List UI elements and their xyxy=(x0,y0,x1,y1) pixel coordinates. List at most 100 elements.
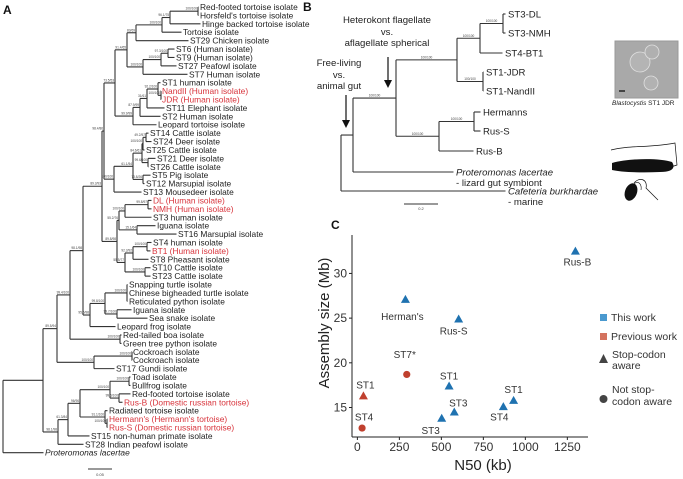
annotation-line: aflagellate spherical xyxy=(345,38,430,49)
data-point-label: ST1 xyxy=(356,381,375,392)
data-point-triangle xyxy=(449,407,459,416)
tree-leaf-label: ST7 Human isolate xyxy=(189,69,261,79)
tree-leaf-label: ST3-NMH xyxy=(508,29,551,40)
legend-triangle-icon xyxy=(599,354,608,363)
tree-leaf-label: Toad isolate xyxy=(132,372,177,382)
tree-leaf-label: ST2 Human isolate xyxy=(162,111,234,121)
phylogenetic-tree-b: 100/100 100/100 100/100 100/100 100/100 100/1… xyxy=(340,10,598,208)
scale-label-b: 0.2 xyxy=(418,206,424,211)
bootstrap-support: 100/100 xyxy=(421,55,433,59)
tree-leaf-label: ST4 human isolate xyxy=(153,237,223,247)
tree-leaf-label: Chinese bigheaded turtle isolate xyxy=(129,288,249,298)
y-axis-title: Assembly size (Mb) xyxy=(316,258,333,389)
bootstrap-support: 100/100 xyxy=(94,419,106,423)
tree-leaf-label: Red-footed tortoise isolate xyxy=(200,2,298,12)
tree-leaf-label: Hermann's (Hermann's tortoise) xyxy=(109,414,227,424)
annotation-line: animal gut xyxy=(317,81,362,92)
bootstrap-support: 89.5/94 xyxy=(45,324,56,328)
y-tick-label: 25 xyxy=(334,311,348,325)
tree-leaf-label: ST1 human isolate xyxy=(162,78,232,88)
bootstrap-support: 99.6/100 xyxy=(135,158,148,162)
bootstrap-support: 100/100 xyxy=(451,117,463,121)
bootstrap-support: 89.3/93 xyxy=(90,182,101,186)
bootstrap-support: 55.2/76 xyxy=(107,216,118,220)
data-point-label: ST4 xyxy=(490,412,509,423)
data-point-triangle xyxy=(358,391,368,400)
bootstrap-support: 92.3/92 xyxy=(121,248,132,252)
bootstrap-support: 100/100 xyxy=(130,62,142,66)
panel-label-b: B xyxy=(303,0,312,14)
bootstrap-support: 100/100 xyxy=(132,267,144,271)
bootstrap-support: 98.1/98 xyxy=(46,427,57,431)
tree-leaf-label: ST23 Cattle isolate xyxy=(152,271,223,281)
x-tick-label: 0 xyxy=(354,440,361,454)
bootstrap-support: 87.9/99 xyxy=(128,103,139,107)
x-tick-label: 1000 xyxy=(512,440,539,454)
tree-leaf-label: Proteromonas lacertae xyxy=(456,168,553,179)
data-point-triangle xyxy=(509,395,519,404)
data-point-label: ST3 xyxy=(422,426,441,437)
tree-leaf-label: ST1-NandII xyxy=(486,87,535,98)
tree-leaf-label: Leopard tortoise isolate xyxy=(158,120,245,130)
tree-leaf-note: - marine xyxy=(508,197,543,208)
bootstrap-support: 83/69 xyxy=(127,28,135,32)
legend-label: Previous work xyxy=(611,331,678,343)
x-tick-label: 750 xyxy=(473,440,493,454)
bootstrap-support: 73.5/53 xyxy=(103,78,114,82)
scale-bar-b: 0.2 xyxy=(404,203,438,211)
data-point-label: ST1 xyxy=(504,385,523,396)
tree-leaf-label: Iguana isolate xyxy=(133,305,185,315)
micrograph-caption: Blastocystis ST1 JDR xyxy=(612,100,675,107)
bootstrap-support: 99.4/100 xyxy=(57,290,70,294)
tree-leaf-label: ST24 Deer isolate xyxy=(153,137,220,147)
tree-leaf-label: NMH (Human isolate) xyxy=(153,204,234,214)
tree-leaf-label: Tortoise isolate xyxy=(183,27,239,37)
tree-leaf-label: ST28 Indian peafowl isolate xyxy=(85,439,188,449)
caption-strain: ST1 JDR xyxy=(646,100,674,107)
tree-leaf-label: ST25 Cattle isolate xyxy=(146,145,217,155)
annotation-line: Heterokont flagellate xyxy=(343,15,431,26)
tree-leaf-label: Proteromonas lacertae xyxy=(45,448,130,458)
bootstrap-support: 98.1/98 xyxy=(71,246,82,250)
tree-leaf-label: Rus-B xyxy=(476,147,503,158)
x-tick-label: 500 xyxy=(431,440,451,454)
panel-label-a: A xyxy=(3,3,12,17)
legend-label: codon aware xyxy=(612,396,672,408)
x-axis-title: N50 (kb) xyxy=(454,457,512,474)
bootstrap-support: 100/100 xyxy=(114,288,126,292)
bootstrap-support: 100/100 xyxy=(148,91,160,95)
tree-leaf-label: Cafeteria burkhardae xyxy=(508,187,598,198)
caption-genus: Blastocystis xyxy=(612,100,647,107)
tree-leaf-label: Sea snake isolate xyxy=(149,313,215,323)
bootstrap-support: 89.8/98 xyxy=(105,237,116,241)
legend-swatch-previous-work xyxy=(600,333,607,340)
bootstrap-support: 99.5/100 xyxy=(106,394,119,398)
bootstrap-support: 99.9/99 xyxy=(121,112,132,116)
annotation-line: Free-living xyxy=(317,58,362,69)
bootstrap-support: 100/100 xyxy=(134,242,146,246)
tree-leaf-label: ST17 Gundi isolate xyxy=(116,364,188,374)
legend-circle-icon xyxy=(599,395,608,403)
data-point-label: ST4 xyxy=(355,413,374,424)
tree-leaf-label: Reticulated python isolate xyxy=(129,296,225,306)
tree-leaf-label: ST6 (Human isolate) xyxy=(176,44,253,54)
bootstrap-support: 61.3/84 xyxy=(56,415,67,419)
tree-leaf-label: Hinge backed tortoise isolate xyxy=(202,19,310,29)
tree-leaf-label: ST5 Pig isolate xyxy=(152,170,209,180)
tree-leaf-label: Horsfeld's tortoise isolate xyxy=(200,10,294,20)
tree-leaf-label: ST29 Chicken isolate xyxy=(190,36,269,46)
data-point-label: ST3 xyxy=(449,399,468,410)
tree-leaf-label: Red-footed tortoise isolate xyxy=(132,389,230,399)
tree-leaf-label: ST8 Pheasant isolate xyxy=(150,254,230,264)
tree-leaf-label: Snapping turtle isolate xyxy=(129,280,212,290)
bootstrap-support: 100/100 xyxy=(97,385,109,389)
y-tick-label: 15 xyxy=(334,401,348,415)
bootstrap-support: 73.8/26 xyxy=(131,175,142,179)
tree-leaf-label: ST3-DL xyxy=(508,10,542,21)
tree-leaf-label: ST14 Cattle isolate xyxy=(150,128,221,138)
bootstrap-support: 100/100 xyxy=(412,132,424,136)
tree-leaf-label: Radiated tortoise isolate xyxy=(109,406,199,416)
bootstrap-support: 100/100 xyxy=(148,55,160,59)
bootstrap-support: 96/96 xyxy=(71,399,79,403)
proteromonas-drawing xyxy=(610,142,678,173)
